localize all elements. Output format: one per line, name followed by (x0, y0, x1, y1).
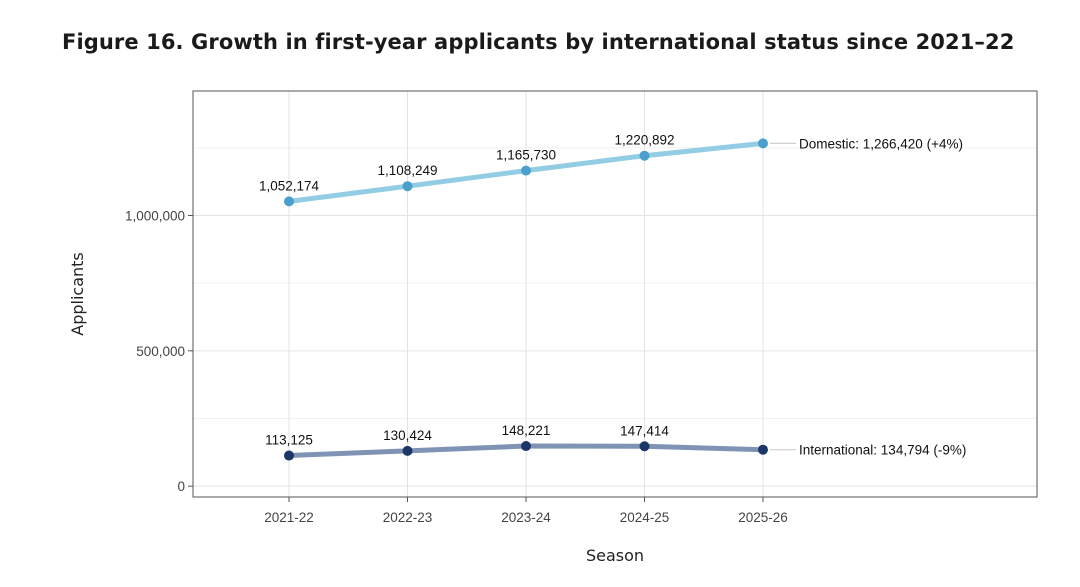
data-label-international: 147,414 (620, 423, 669, 438)
x-tick-label: 2021-22 (264, 510, 314, 525)
x-tick-label: 2023-24 (501, 510, 551, 525)
data-point-domestic (521, 165, 531, 176)
data-label-domestic: 1,108,249 (377, 163, 437, 178)
data-point-domestic (758, 138, 768, 149)
y-tick-label: 1,000,000 (125, 209, 185, 224)
end-label-international: International: 134,794 (-9%) (799, 443, 966, 458)
data-point-international (758, 444, 768, 455)
data-point-domestic (402, 181, 413, 192)
x-tick-label: 2022-23 (383, 510, 433, 525)
data-label-international: 148,221 (502, 423, 551, 438)
data-label-domestic: 1,220,892 (614, 133, 674, 148)
data-point-domestic (284, 196, 294, 207)
x-tick-label: 2024-25 (620, 510, 670, 525)
data-point-domestic (639, 150, 650, 161)
x-axis-title: Season (586, 546, 644, 565)
y-tick-label: 0 (177, 479, 185, 494)
data-point-international (284, 450, 294, 461)
data-label-international: 130,424 (383, 428, 432, 443)
plot-panel (193, 91, 1037, 497)
plot-border (192, 90, 1038, 498)
y-tick-label: 500,000 (136, 344, 185, 359)
data-point-international (521, 441, 531, 452)
data-label-domestic: 1,165,730 (496, 148, 556, 163)
data-point-international (402, 445, 413, 456)
x-tick-label: 2025-26 (738, 510, 788, 525)
data-label-domestic: 1,052,174 (259, 178, 320, 193)
data-label-international: 113,125 (265, 433, 313, 448)
data-point-international (639, 441, 650, 452)
y-axis-title: Applicants (68, 252, 87, 336)
chart-title: Figure 16. Growth in first-year applican… (62, 30, 1015, 54)
end-label-domestic: Domestic: 1,266,420 (+4%) (799, 136, 963, 151)
